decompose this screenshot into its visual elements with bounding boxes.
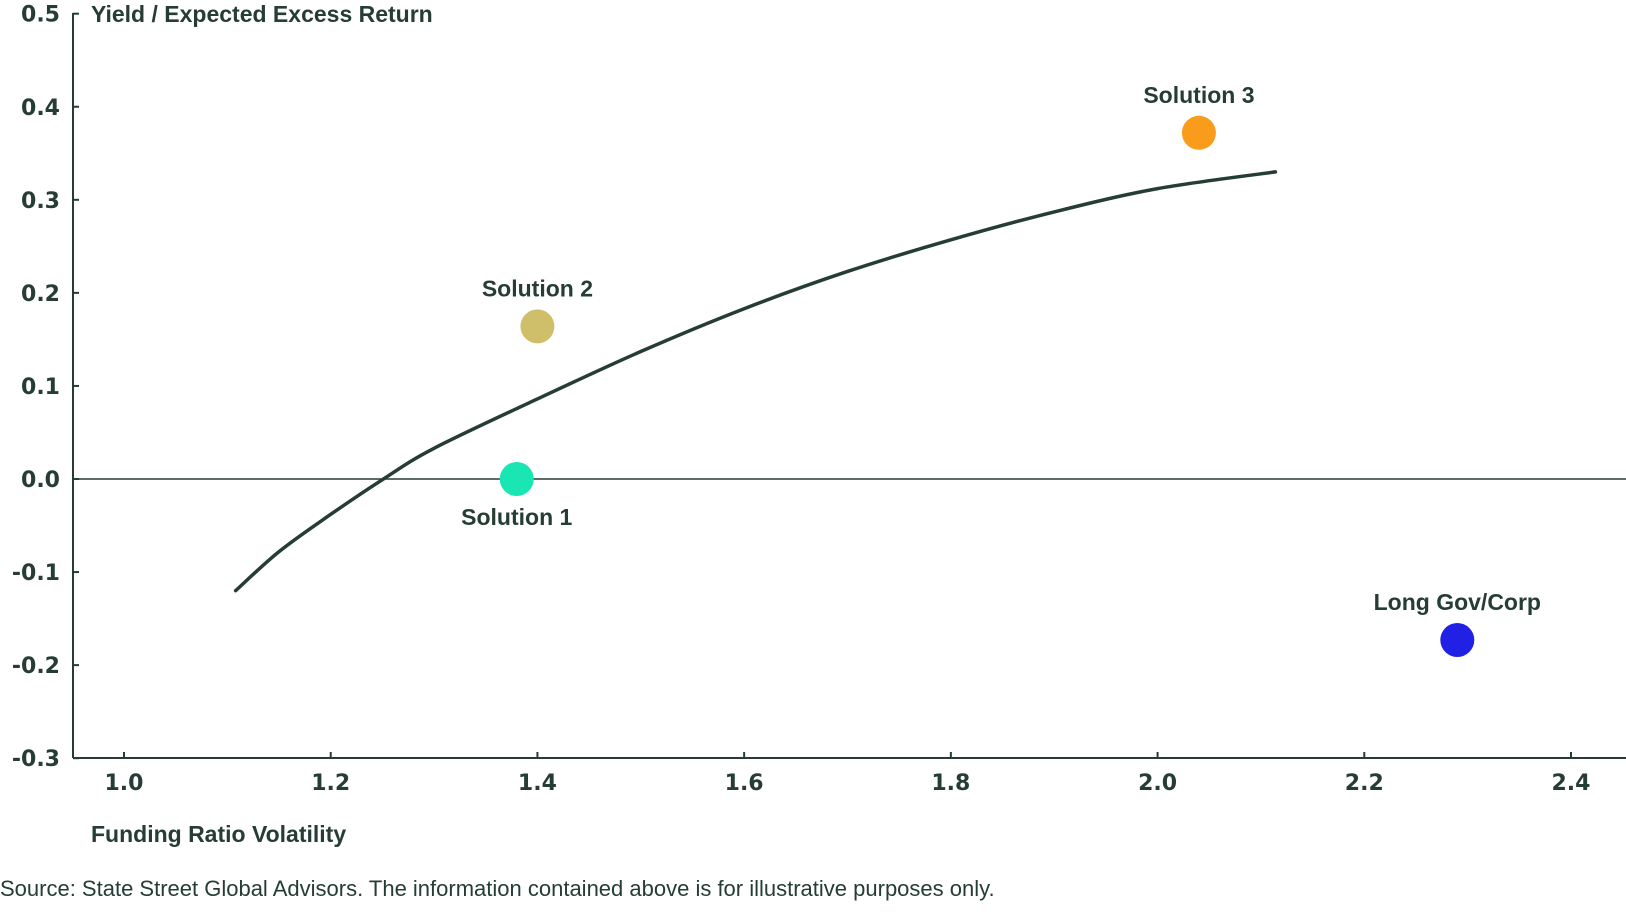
data-point-label: Long Gov/Corp <box>1374 589 1541 615</box>
y-tick-label: 0.1 <box>21 375 60 400</box>
y-tick-label: 0.0 <box>21 468 60 493</box>
data-point-label: Solution 2 <box>482 275 593 301</box>
x-tick-label: 2.4 <box>1552 771 1591 796</box>
y-axis-title: Yield / Expected Excess Return <box>91 1 433 27</box>
data-point <box>1440 622 1475 657</box>
y-tick-label: -0.2 <box>12 654 60 679</box>
x-tick-label: 2.2 <box>1345 771 1384 796</box>
data-point <box>499 462 534 496</box>
y-tick-label: 0.2 <box>21 282 60 307</box>
y-tick-label: 0.3 <box>21 189 60 214</box>
y-tick-label: 0.5 <box>21 3 60 28</box>
data-point-label: Solution 1 <box>461 504 572 530</box>
data-point <box>520 309 555 344</box>
y-tick-label: -0.3 <box>12 747 60 772</box>
y-tick-label: 0.4 <box>21 96 60 121</box>
x-tick-label: 1.2 <box>311 771 350 796</box>
x-tick-label: 1.4 <box>518 771 557 796</box>
x-axis-title: Funding Ratio Volatility <box>91 821 346 847</box>
y-tick-label: -0.1 <box>12 561 60 586</box>
x-tick-label: 1.8 <box>931 771 970 796</box>
frontier-curve <box>233 170 1278 593</box>
data-point <box>1181 115 1216 150</box>
x-tick-label: 1.6 <box>725 771 764 796</box>
data-point-label: Solution 3 <box>1143 82 1254 108</box>
source-note: Source: State Street Global Advisors. Th… <box>0 876 995 901</box>
x-tick-label: 2.0 <box>1138 771 1177 796</box>
x-tick-label: 1.0 <box>105 771 144 796</box>
